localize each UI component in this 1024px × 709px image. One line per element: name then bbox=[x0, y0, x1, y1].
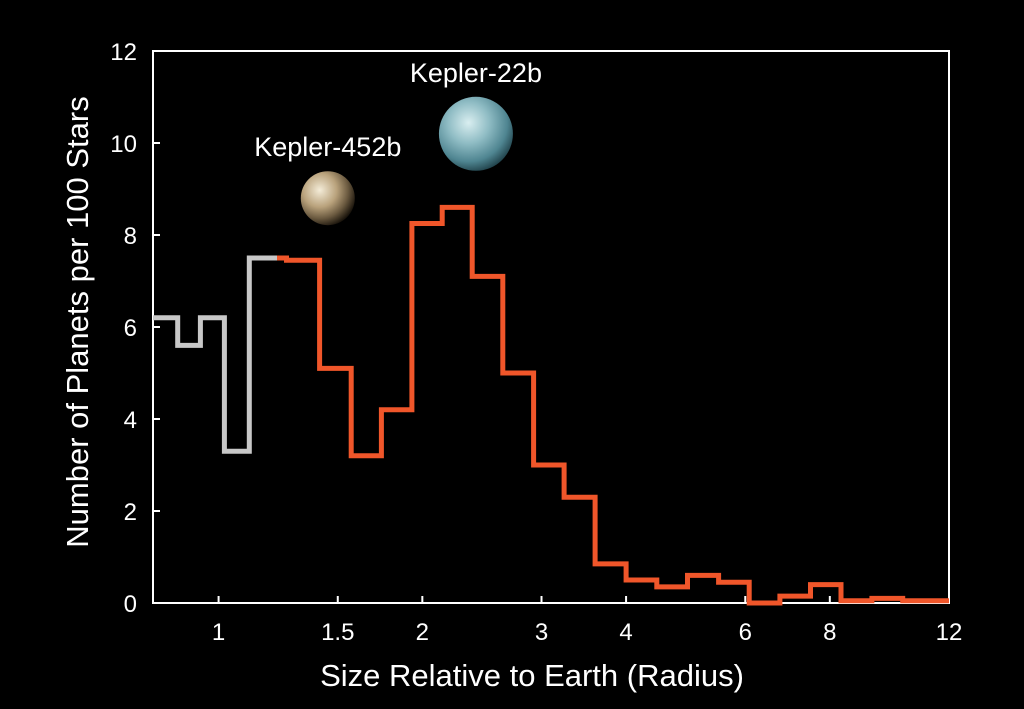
y-axis-ticks: 0 2 4 6 8 10 12 bbox=[110, 39, 160, 618]
histogram-series bbox=[153, 204, 949, 606]
x-tick-label: 2 bbox=[416, 619, 429, 646]
x-tick-label: 3 bbox=[535, 619, 548, 646]
x-axis-title: Size Relative to Earth (Radius) bbox=[320, 658, 744, 693]
y-tick-label: 6 bbox=[124, 315, 137, 342]
x-tick-label: 8 bbox=[823, 619, 836, 646]
y-axis-title: Number of Planets per 100 Stars bbox=[60, 96, 95, 547]
y-tick-label: 8 bbox=[124, 223, 137, 250]
x-axis-ticks: 1 1.5 2 3 4 6 8 12 bbox=[212, 596, 962, 646]
x-tick-label: 1 bbox=[212, 619, 225, 646]
y-tick-label: 10 bbox=[110, 131, 137, 158]
histogram-step-line-orange bbox=[277, 204, 949, 606]
y-tick-label: 4 bbox=[124, 407, 137, 434]
y-tick-label: 12 bbox=[110, 39, 137, 66]
kepler-452b-planet-icon bbox=[300, 171, 355, 226]
x-tick-label: 12 bbox=[936, 619, 963, 646]
planet-annotation-label: Kepler-22b bbox=[410, 58, 542, 88]
planet-annotations: Kepler-452b Kepler-22b bbox=[254, 58, 542, 226]
x-tick-label: 6 bbox=[739, 619, 752, 646]
histogram-step-line-gray bbox=[153, 255, 277, 454]
kepler-22b-planet-icon bbox=[438, 96, 513, 171]
y-tick-label: 2 bbox=[124, 499, 137, 526]
planet-annotation-label: Kepler-452b bbox=[254, 132, 401, 162]
x-tick-label: 1.5 bbox=[321, 619, 354, 646]
y-tick-label: 0 bbox=[124, 591, 137, 618]
x-tick-label: 4 bbox=[619, 619, 632, 646]
